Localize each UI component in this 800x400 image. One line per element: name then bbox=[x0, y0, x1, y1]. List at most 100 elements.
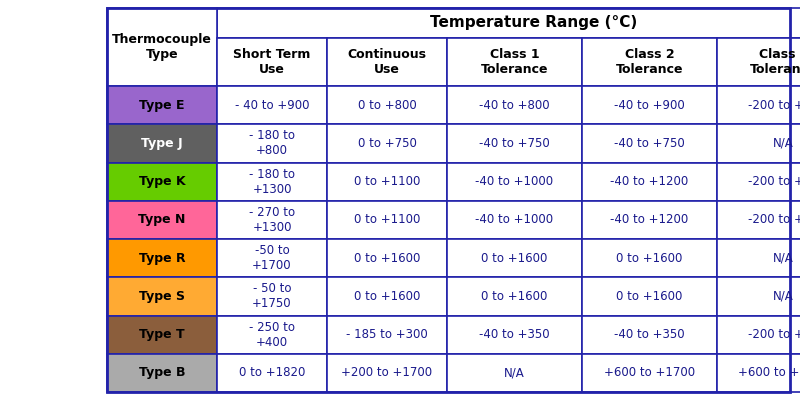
Bar bbox=[217, 354, 327, 392]
Bar bbox=[217, 239, 327, 277]
Bar bbox=[327, 124, 447, 162]
Text: N/A: N/A bbox=[773, 290, 794, 303]
Bar bbox=[582, 354, 717, 392]
Bar bbox=[447, 162, 582, 201]
Bar bbox=[447, 316, 582, 354]
Text: -50 to
+1700: -50 to +1700 bbox=[252, 244, 292, 272]
Text: +600 to +1700: +600 to +1700 bbox=[604, 366, 695, 379]
Bar bbox=[447, 277, 582, 316]
Bar bbox=[582, 86, 717, 124]
Text: - 50 to
+1750: - 50 to +1750 bbox=[252, 282, 292, 310]
Text: -40 to +1000: -40 to +1000 bbox=[475, 213, 554, 226]
Text: 0 to +1820: 0 to +1820 bbox=[239, 366, 305, 379]
Bar bbox=[582, 38, 717, 86]
Text: Type J: Type J bbox=[141, 137, 183, 150]
Text: Temperature Range (°C): Temperature Range (°C) bbox=[430, 16, 637, 30]
Text: - 40 to +900: - 40 to +900 bbox=[234, 99, 310, 112]
Bar bbox=[327, 162, 447, 201]
Text: -200 to +40: -200 to +40 bbox=[748, 99, 800, 112]
Bar bbox=[217, 124, 327, 162]
Text: 0 to +1100: 0 to +1100 bbox=[354, 213, 420, 226]
Bar bbox=[717, 201, 800, 239]
Bar bbox=[107, 354, 217, 392]
Text: 0 to +1600: 0 to +1600 bbox=[482, 290, 548, 303]
Bar bbox=[447, 38, 582, 86]
Text: -40 to +800: -40 to +800 bbox=[479, 99, 550, 112]
Bar bbox=[447, 86, 582, 124]
Text: 0 to +1600: 0 to +1600 bbox=[354, 290, 420, 303]
Text: Type S: Type S bbox=[139, 290, 185, 303]
Text: -200 to +40: -200 to +40 bbox=[748, 328, 800, 341]
Bar bbox=[447, 201, 582, 239]
Bar bbox=[107, 162, 217, 201]
Text: 0 to +1600: 0 to +1600 bbox=[482, 252, 548, 265]
Bar bbox=[582, 316, 717, 354]
Text: +200 to +1700: +200 to +1700 bbox=[342, 366, 433, 379]
Bar bbox=[327, 201, 447, 239]
Bar bbox=[447, 124, 582, 162]
Bar bbox=[107, 8, 217, 86]
Bar bbox=[107, 277, 217, 316]
Bar bbox=[107, 239, 217, 277]
Bar bbox=[327, 86, 447, 124]
Bar bbox=[327, 38, 447, 86]
Text: - 270 to
+1300: - 270 to +1300 bbox=[249, 206, 295, 234]
Bar bbox=[582, 239, 717, 277]
Bar bbox=[217, 38, 327, 86]
Bar bbox=[217, 86, 327, 124]
Text: -40 to +750: -40 to +750 bbox=[479, 137, 550, 150]
Text: Type R: Type R bbox=[138, 252, 186, 265]
Text: 0 to +1100: 0 to +1100 bbox=[354, 175, 420, 188]
Bar bbox=[447, 354, 582, 392]
Text: Type E: Type E bbox=[139, 99, 185, 112]
Text: Short Term
Use: Short Term Use bbox=[234, 48, 310, 76]
Text: Class 3
Tolerance: Class 3 Tolerance bbox=[750, 48, 800, 76]
Bar bbox=[217, 8, 800, 38]
Text: -40 to +750: -40 to +750 bbox=[614, 137, 685, 150]
Text: Type B: Type B bbox=[138, 366, 186, 379]
Text: - 180 to
+800: - 180 to +800 bbox=[249, 129, 295, 157]
Bar bbox=[717, 277, 800, 316]
Text: Class 1
Tolerance: Class 1 Tolerance bbox=[481, 48, 548, 76]
Bar bbox=[107, 86, 217, 124]
Bar bbox=[217, 277, 327, 316]
Text: -40 to +1200: -40 to +1200 bbox=[610, 213, 689, 226]
Text: -40 to +350: -40 to +350 bbox=[614, 328, 685, 341]
Bar bbox=[107, 316, 217, 354]
Bar bbox=[107, 201, 217, 239]
Bar bbox=[717, 316, 800, 354]
Text: -40 to +1000: -40 to +1000 bbox=[475, 175, 554, 188]
Text: Continuous
Use: Continuous Use bbox=[347, 48, 426, 76]
Bar bbox=[327, 239, 447, 277]
Text: -40 to +1200: -40 to +1200 bbox=[610, 175, 689, 188]
Text: 0 to +800: 0 to +800 bbox=[358, 99, 416, 112]
Text: 0 to +1600: 0 to +1600 bbox=[354, 252, 420, 265]
Text: +600 to +1700: +600 to +1700 bbox=[738, 366, 800, 379]
Bar bbox=[107, 124, 217, 162]
Bar bbox=[217, 201, 327, 239]
Bar bbox=[327, 354, 447, 392]
Text: Type N: Type N bbox=[138, 213, 186, 226]
Bar bbox=[717, 86, 800, 124]
Text: -40 to +900: -40 to +900 bbox=[614, 99, 685, 112]
Bar bbox=[107, 8, 790, 392]
Bar bbox=[717, 354, 800, 392]
Bar bbox=[717, 38, 800, 86]
Bar bbox=[717, 124, 800, 162]
Text: N/A: N/A bbox=[504, 366, 525, 379]
Text: - 250 to
+400: - 250 to +400 bbox=[249, 321, 295, 349]
Text: - 180 to
+1300: - 180 to +1300 bbox=[249, 168, 295, 196]
Text: 0 to +750: 0 to +750 bbox=[358, 137, 417, 150]
Text: N/A: N/A bbox=[773, 137, 794, 150]
Text: 0 to +1600: 0 to +1600 bbox=[616, 290, 682, 303]
Text: -40 to +350: -40 to +350 bbox=[479, 328, 550, 341]
Bar bbox=[582, 201, 717, 239]
Bar bbox=[717, 239, 800, 277]
Text: -200 to +40: -200 to +40 bbox=[748, 175, 800, 188]
Text: 0 to +1600: 0 to +1600 bbox=[616, 252, 682, 265]
Bar bbox=[717, 162, 800, 201]
Bar bbox=[327, 316, 447, 354]
Text: - 185 to +300: - 185 to +300 bbox=[346, 328, 428, 341]
Text: Type K: Type K bbox=[138, 175, 186, 188]
Bar bbox=[447, 239, 582, 277]
